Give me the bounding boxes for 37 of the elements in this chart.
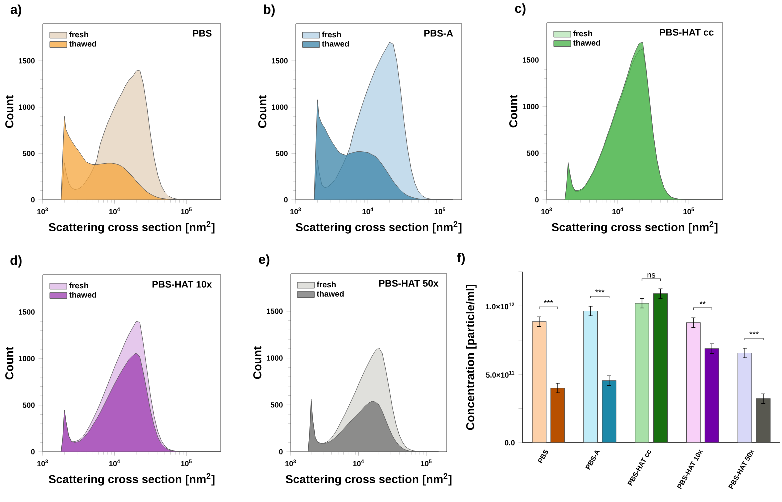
- annotation: ns: [648, 274, 656, 278]
- legend-label: fresh: [69, 32, 88, 38]
- legend-label: thawed: [69, 41, 96, 47]
- text: PBS-A: [424, 30, 454, 37]
- legend-label: fresh: [317, 282, 336, 288]
- text: PBS-HAT 50x: [379, 280, 439, 287]
- x-axis-title: Scattering cross section [nm$^{2}$]: [552, 221, 718, 234]
- legend-label: thawed: [316, 291, 344, 297]
- text: f): [457, 253, 466, 266]
- text: PBS-HAT cc: [660, 29, 714, 36]
- legend-label: thawed: [69, 292, 96, 298]
- text: c): [515, 4, 526, 16]
- y-axis-title: Count: [6, 96, 14, 128]
- legend-label: thawed: [573, 40, 600, 46]
- text: d): [10, 256, 22, 268]
- text: e): [259, 254, 270, 267]
- x-axis-title: Scattering cross section [nm$^{2}$]: [296, 221, 462, 234]
- x-axis-title: Scattering cross section [nm$^{2}$]: [286, 473, 452, 486]
- legend-label: fresh: [573, 30, 592, 37]
- text: PBS: [193, 30, 212, 37]
- y-axis-title: Count: [510, 95, 518, 128]
- y-axis-title: Count: [6, 347, 14, 380]
- text: b): [264, 4, 275, 17]
- annotation: ***: [596, 290, 605, 293]
- text: a): [10, 4, 22, 17]
- x-axis-title: Scattering cross section [nm$^{2}$]: [49, 473, 215, 486]
- legend-label: fresh: [69, 282, 88, 289]
- y-axis-title: Count: [258, 96, 267, 128]
- y-axis-title: Concentration [particle/ml]: [466, 284, 477, 430]
- annotation: ***: [544, 300, 554, 304]
- x-axis-title: Scattering cross section [nm$^{2}$]: [49, 221, 215, 234]
- annotation: ***: [750, 332, 759, 335]
- text: PBS-HAT 10x: [152, 281, 212, 288]
- legend-label: fresh: [322, 32, 342, 38]
- annotation: **: [700, 301, 706, 304]
- y-axis-title: Count: [254, 346, 262, 380]
- legend-label: thawed: [322, 41, 350, 47]
